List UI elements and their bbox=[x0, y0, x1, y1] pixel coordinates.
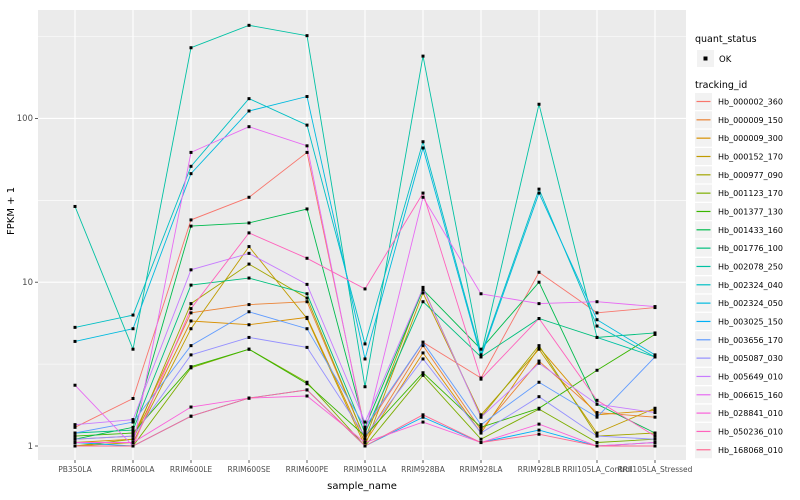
svg-text:Hb_001776_100: Hb_001776_100 bbox=[718, 244, 783, 253]
svg-text:Hb_002324_040: Hb_002324_040 bbox=[718, 281, 783, 290]
svg-text:Hb_003656_170: Hb_003656_170 bbox=[718, 336, 783, 345]
x-tick-PB350LA: PB350LA bbox=[58, 465, 92, 474]
legend-item-Hb_002078_250: Hb_002078_250 bbox=[695, 257, 783, 275]
x-tick-RRIM600SE: RRIM600SE bbox=[228, 465, 271, 474]
legend-quant-title: quant_status bbox=[695, 34, 757, 45]
svg-text:Hb_002324_050: Hb_002324_050 bbox=[718, 299, 783, 308]
svg-text:Hb_001433_160: Hb_001433_160 bbox=[718, 226, 783, 235]
legend-item-Hb_000009_150: Hb_000009_150 bbox=[695, 111, 783, 129]
legend: quant_status OK tracking_id Hb_000002_360 Hb… bbox=[695, 34, 783, 459]
data-points bbox=[73, 23, 657, 448]
x-tick-RRIM928BA: RRIM928BA bbox=[401, 465, 446, 474]
legend-item-Hb_002324_040: Hb_002324_040 bbox=[695, 276, 783, 294]
svg-text:Hb_005087_030: Hb_005087_030 bbox=[718, 354, 783, 363]
svg-text:Hb_000009_300: Hb_000009_300 bbox=[718, 134, 783, 143]
legend-item-Hb_006615_160: Hb_006615_160 bbox=[695, 386, 783, 404]
svg-text:1: 1 bbox=[28, 442, 33, 452]
legend-item-Hb_050236_010: Hb_050236_010 bbox=[695, 422, 783, 440]
svg-text:Hb_168068_010: Hb_168068_010 bbox=[718, 446, 783, 455]
svg-text:Hb_001377_130: Hb_001377_130 bbox=[718, 207, 783, 216]
x-tick-RRIM901LA: RRIM901LA bbox=[344, 465, 388, 474]
x-tick-RRII105LA_Control: RRII105LA_Control bbox=[562, 465, 632, 474]
svg-text:10: 10 bbox=[22, 278, 33, 288]
x-tick-RRIM600LE: RRIM600LE bbox=[170, 465, 213, 474]
axes: 1 10 100 PB350LA RRIM600LA RRIM600LE RRIM600SE… bbox=[17, 114, 693, 474]
svg-text:Hb_050236_010: Hb_050236_010 bbox=[718, 427, 783, 436]
x-tick-RRIM928LB: RRIM928LB bbox=[518, 465, 561, 474]
legend-item-Hb_003025_150: Hb_003025_150 bbox=[695, 312, 783, 330]
legend-item-Hb_000152_170: Hb_000152_170 bbox=[695, 147, 783, 165]
legend-item-Hb_001433_160: Hb_001433_160 bbox=[695, 221, 783, 239]
legend-item-Hb_001123_170: Hb_001123_170 bbox=[695, 184, 783, 202]
legend-item-Hb_001377_130: Hb_001377_130 bbox=[695, 202, 783, 220]
svg-text:Hb_002078_250: Hb_002078_250 bbox=[718, 262, 783, 271]
x-axis-title: sample_name bbox=[327, 481, 397, 492]
y-axis-title: FPKM + 1 bbox=[6, 186, 17, 235]
legend-item-Hb_168068_010: Hb_168068_010 bbox=[695, 441, 783, 459]
svg-text:Hb_006615_160: Hb_006615_160 bbox=[718, 391, 783, 400]
svg-text:Hb_000002_360: Hb_000002_360 bbox=[718, 98, 783, 107]
legend-item-Hb_003656_170: Hb_003656_170 bbox=[695, 331, 783, 349]
legend-item-Hb_005649_010: Hb_005649_010 bbox=[695, 367, 783, 385]
x-tick-RRIM600LA: RRIM600LA bbox=[112, 465, 156, 474]
x-tick-RRII105LA_Stressed: RRII105LA_Stressed bbox=[618, 465, 693, 474]
legend-item-Hb_000977_090: Hb_000977_090 bbox=[695, 166, 783, 184]
legend-item-Hb_028841_010: Hb_028841_010 bbox=[695, 404, 783, 422]
legend-item-Hb_001776_100: Hb_001776_100 bbox=[695, 239, 783, 257]
legend-label-ok: OK bbox=[719, 55, 732, 65]
x-tick-RRIM928LA: RRIM928LA bbox=[460, 465, 504, 474]
svg-text:Hb_005649_010: Hb_005649_010 bbox=[718, 372, 783, 381]
legend-item-Hb_005087_030: Hb_005087_030 bbox=[695, 349, 783, 367]
x-tick-RRIM600PE: RRIM600PE bbox=[286, 465, 329, 474]
legend-item-Hb_002324_050: Hb_002324_050 bbox=[695, 294, 783, 312]
svg-text:Hb_000009_150: Hb_000009_150 bbox=[718, 116, 783, 125]
legend-tracking-title: tracking_id bbox=[695, 80, 747, 91]
svg-text:Hb_028841_010: Hb_028841_010 bbox=[718, 409, 783, 418]
svg-text:Hb_003025_150: Hb_003025_150 bbox=[718, 317, 783, 326]
svg-text:Hb_001123_170: Hb_001123_170 bbox=[718, 189, 783, 198]
svg-text:100: 100 bbox=[17, 114, 33, 124]
legend-item-Hb_000002_360: Hb_000002_360 bbox=[695, 93, 783, 110]
legend-item-Hb_000009_300: Hb_000009_300 bbox=[695, 129, 783, 147]
svg-text:Hb_000977_090: Hb_000977_090 bbox=[718, 171, 783, 180]
svg-text:Hb_000152_170: Hb_000152_170 bbox=[718, 152, 783, 161]
